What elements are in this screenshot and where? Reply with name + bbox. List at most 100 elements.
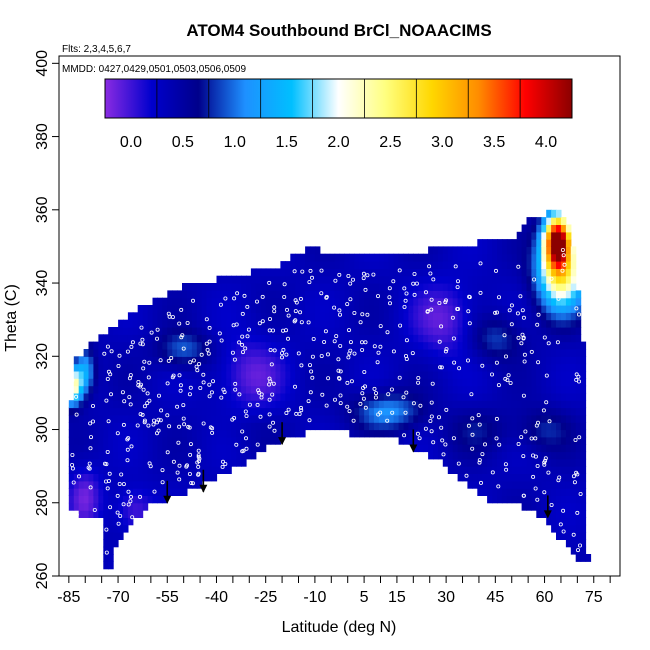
sample-point [320,392,325,397]
heatmap-cell [536,473,542,482]
heatmap-cell [472,341,478,350]
heatmap-cell [132,319,139,328]
heatmap-cell [290,356,296,365]
heatmap-cell [437,319,444,328]
heatmap-cell [378,283,385,291]
heatmap-cell [142,429,149,438]
heatmap-cell [472,246,478,255]
sample-point [107,471,112,476]
heatmap-cell [477,349,483,357]
heatmap-cell [324,414,331,423]
heatmap-cell [536,297,542,306]
heatmap-cell [285,385,291,394]
heatmap-cell [127,312,134,321]
heatmap-cell [305,268,311,277]
sample-point [196,453,201,458]
heatmap-cell [565,436,572,445]
heatmap-cell [201,290,208,299]
heatmap-cell [250,385,257,394]
sample-point [128,494,133,499]
sample-point [376,412,381,417]
heatmap-cell [423,290,429,299]
heatmap-cell [437,312,444,321]
heatmap-cell [196,429,203,438]
sample-point [257,321,262,326]
heatmap-cell [364,268,370,277]
heatmap-cell [418,436,424,445]
heatmap-cell [216,451,222,460]
heatmap-cell [378,319,385,328]
heatmap-cell [314,261,321,269]
heatmap-cell [206,305,213,313]
heatmap-cell [295,378,301,387]
heatmap-cell [250,305,257,313]
sample-point [361,396,366,401]
heatmap-cell [152,451,158,460]
heatmap-cell [541,268,547,277]
heatmap-cell [339,341,345,350]
heatmap-cell [132,444,139,453]
sample-point [403,410,408,415]
heatmap-cell [457,349,464,357]
heatmap-cell [423,283,429,291]
heatmap-cell [83,378,90,387]
sample-point [201,421,206,426]
sample-point [240,429,245,434]
heatmap-cell [546,239,552,247]
heatmap-cell [103,546,109,555]
heatmap-cell [388,356,395,365]
heatmap-cell [147,466,154,474]
sample-point [190,481,195,486]
heatmap-cell [403,385,409,394]
heatmap-cell [442,327,449,335]
heatmap-cell [472,363,478,372]
heatmap-cell [103,385,109,394]
heatmap-cell [551,495,557,504]
sample-point [74,512,79,517]
heatmap-cell [378,268,385,277]
heatmap-cell [270,341,277,350]
heatmap-cell [388,363,395,372]
heatmap-cell [132,473,139,482]
sample-point [365,273,370,278]
sample-point [427,264,432,269]
heatmap-cell [482,429,488,438]
heatmap-cell [324,363,331,372]
heatmap-cell [506,407,513,416]
sample-point [385,418,390,423]
heatmap-cell [526,268,532,277]
heatmap-cell [497,297,503,306]
heatmap-cell [221,414,227,423]
heatmap-cell [428,297,434,306]
heatmap-cell [398,305,405,313]
heatmap-cell [541,451,547,460]
heatmap-cell [403,297,409,306]
heatmap-cell [408,253,414,262]
sample-point [285,336,290,341]
heatmap-cell [398,283,405,291]
sample-point [201,380,206,385]
sample-point [138,412,143,417]
sample-point [204,341,209,346]
heatmap-cell [246,290,252,299]
heatmap-cell [556,283,562,291]
heatmap-cell [487,253,493,262]
heatmap-cell [373,327,380,335]
heatmap-cell [516,312,523,321]
profile-arrow [543,495,552,519]
heatmap-cell [319,392,326,401]
heatmap-cell [531,334,537,343]
heatmap-cell [147,473,154,482]
heatmap-cell [295,319,301,328]
heatmap-cell [339,305,345,313]
heatmap-cell [305,356,311,365]
heatmap-cell [344,319,350,328]
heatmap-cell [556,349,562,357]
sample-point [520,332,525,337]
heatmap-cell [83,451,90,460]
heatmap-cell [206,429,213,438]
heatmap-cell [295,370,301,379]
heatmap-cell [113,400,119,409]
heatmap-cell [369,341,375,350]
heatmap-cell [580,524,587,533]
